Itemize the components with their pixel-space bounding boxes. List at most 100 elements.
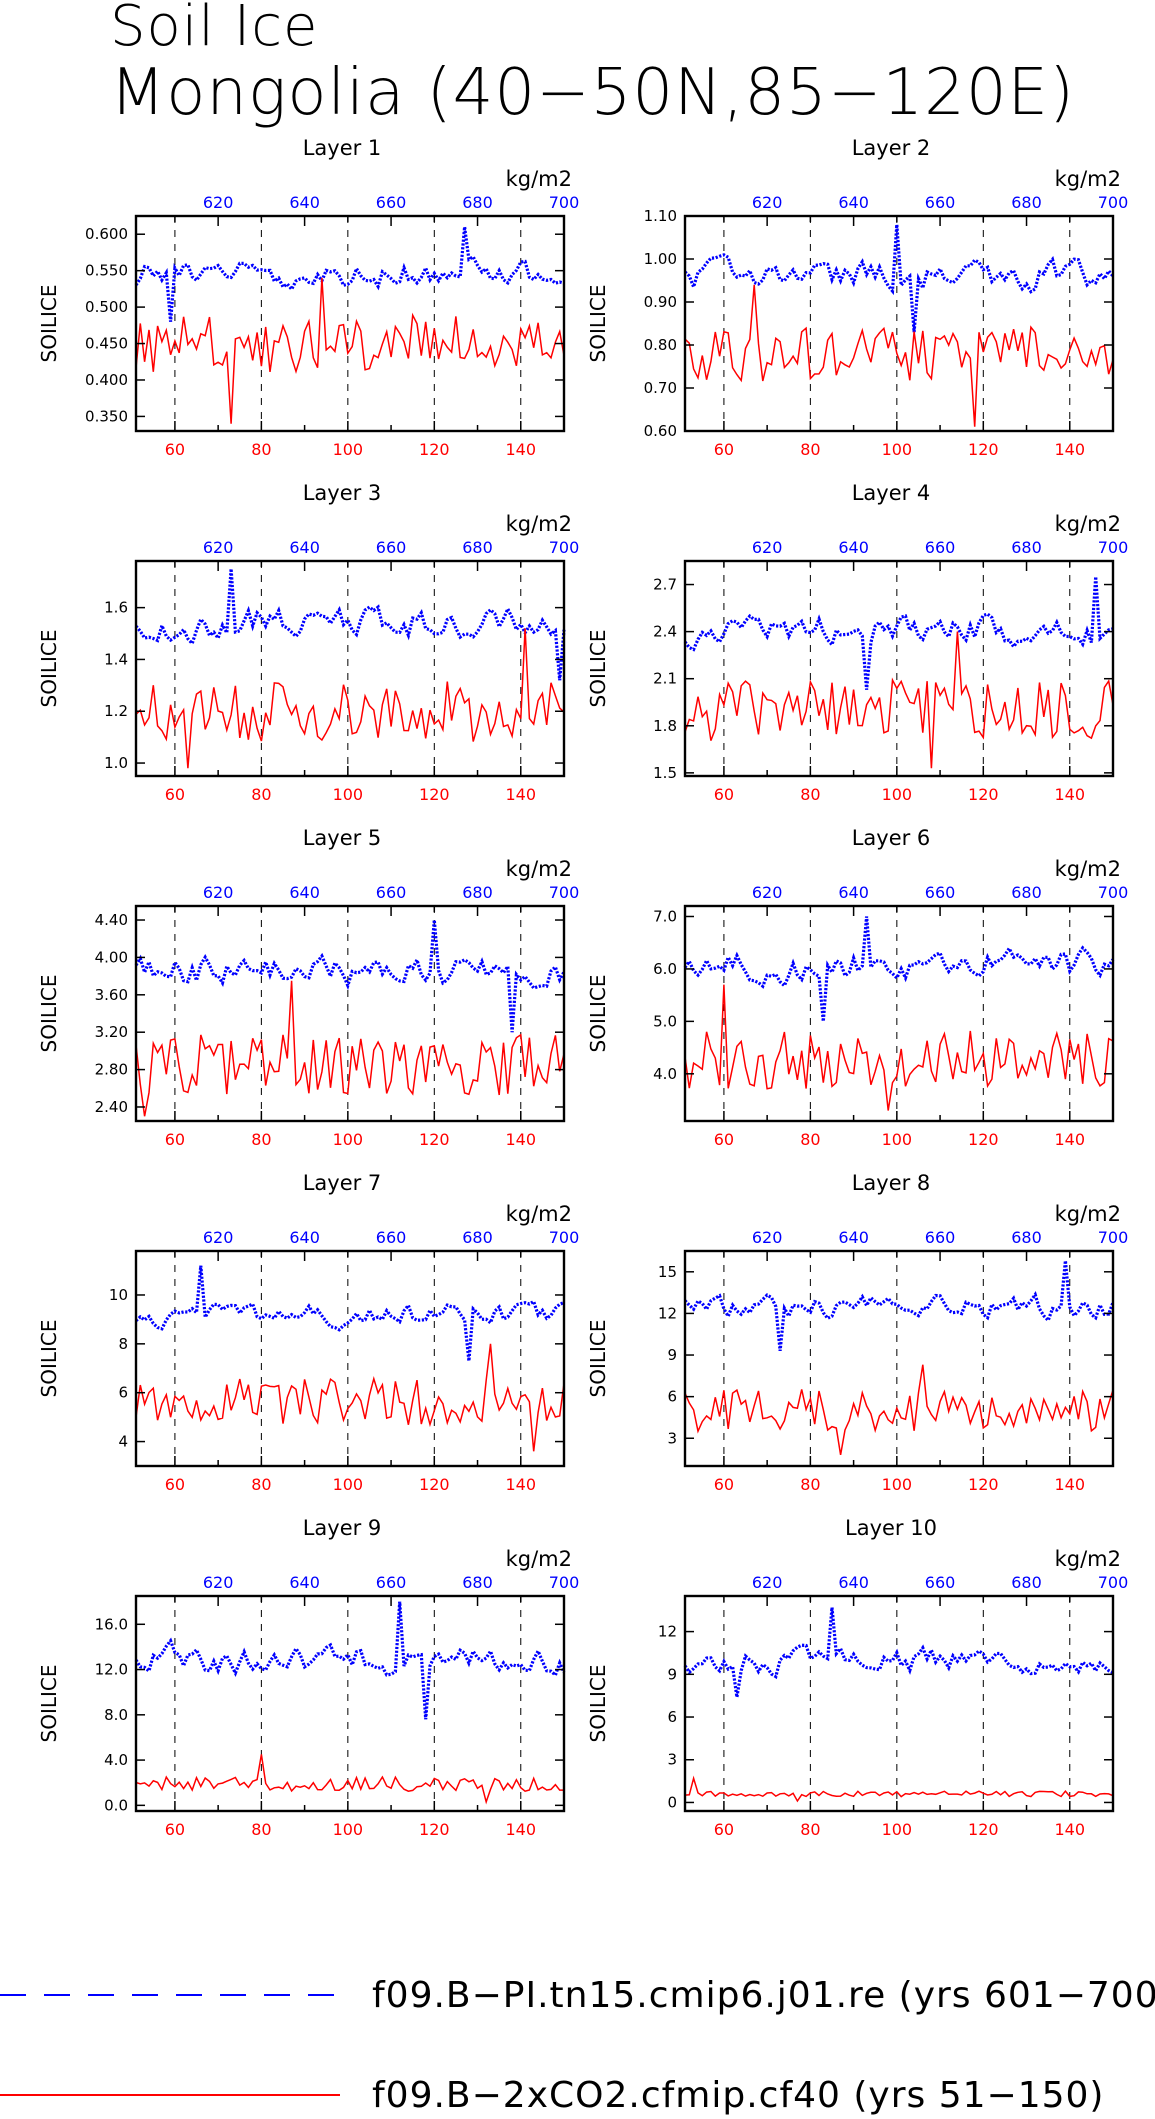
x-top-tick-label: 660 — [376, 883, 407, 902]
y-tick-label: 1.6 — [104, 599, 128, 617]
figure-title-line2: Mongolia (40−50N,85−120E) — [110, 56, 1075, 130]
x-bottom-tick-label: 140 — [505, 785, 536, 804]
x-top-tick-label: 680 — [462, 1228, 493, 1247]
legend-label-control: f09.B−PI.tn15.cmip6.j01.re (yrs 601−700) — [372, 1975, 1155, 2016]
x-top-tick-label: 620 — [203, 883, 234, 902]
x-top-tick-label: 700 — [1098, 1573, 1129, 1592]
x-top-tick-label: 700 — [1098, 538, 1129, 557]
legend-item-control: f09.B−PI.tn15.cmip6.j01.re (yrs 601−700) — [0, 1975, 1155, 2016]
x-top-tick-label: 680 — [1011, 883, 1042, 902]
y-axis-label: SOILICE — [37, 630, 61, 708]
panel-title: Layer 2 — [852, 136, 931, 160]
chart-panel-3: Layer 3 kg/m2 SOILICE 1.0 1.2 1.4 1.6 60 80 100 12… — [37, 481, 579, 804]
x-top-tick-label: 660 — [376, 1228, 407, 1247]
x-top-tick-label: 660 — [376, 1573, 407, 1592]
x-bottom-tick-label: 60 — [165, 785, 185, 804]
panel-title: Layer 3 — [303, 481, 382, 505]
series-line-control — [683, 916, 1115, 1022]
y-tick-label: 1.0 — [104, 754, 128, 772]
x-top-tick-label: 700 — [549, 538, 580, 557]
panel-title: Layer 5 — [303, 826, 382, 850]
plot-frame — [683, 904, 1115, 1123]
series-line-2xco2 — [135, 628, 565, 769]
x-bottom-tick-label: 140 — [505, 1130, 536, 1149]
y-tick-label: 3 — [667, 1429, 677, 1447]
x-top-tick-label: 620 — [203, 1228, 234, 1247]
x-top-tick-label: 700 — [549, 1573, 580, 1592]
x-top-tick-label: 660 — [925, 883, 956, 902]
y-tick-label: 2.80 — [95, 1061, 128, 1079]
y-axis-label: SOILICE — [586, 1320, 610, 1398]
x-bottom-tick-label: 120 — [419, 1130, 450, 1149]
y-tick-label: 6 — [667, 1388, 677, 1406]
chart-panel-8: Layer 8 kg/m2 SOILICE 3 6 9 12 15 60 80 100 120 140 6… — [586, 1171, 1128, 1494]
legend-swatch-solid — [0, 2094, 340, 2096]
x-bottom-tick-label: 80 — [251, 440, 271, 459]
units-label: kg/m2 — [1055, 1547, 1121, 1571]
y-tick-label: 3.20 — [95, 1023, 128, 1041]
x-bottom-tick-label: 80 — [251, 1130, 271, 1149]
x-bottom-tick-label: 60 — [714, 1820, 734, 1839]
series-line-control — [134, 1265, 565, 1362]
x-bottom-tick-label: 80 — [251, 1475, 271, 1494]
legend-item-2xco2: f09.B−2xCO2.cfmip.cf40 (yrs 51−150) — [0, 2075, 1155, 2116]
panel-title: Layer 10 — [845, 1516, 937, 1540]
x-top-tick-label: 660 — [376, 538, 407, 557]
y-tick-label: 16.0 — [95, 1615, 128, 1633]
x-bottom-tick-label: 80 — [251, 785, 271, 804]
chart-panel-6: Layer 6 kg/m2 SOILICE 4.0 5.0 6.0 7.0 60 80 100 12… — [586, 826, 1128, 1149]
y-tick-label: 1.2 — [104, 702, 128, 720]
chart-panel-2: Layer 2 kg/m2 SOILICE 0.60 0.70 0.80 0.90 1.00 1… — [586, 136, 1128, 459]
x-top-tick-label: 680 — [1011, 1573, 1042, 1592]
y-tick-label: 2.4 — [653, 623, 677, 641]
x-bottom-tick-label: 80 — [800, 785, 820, 804]
series-line-2xco2 — [135, 1343, 565, 1452]
y-tick-label: 0.90 — [644, 293, 677, 311]
y-tick-label: 6 — [667, 1708, 677, 1726]
y-tick-label: 0.450 — [85, 335, 128, 353]
units-label: kg/m2 — [1055, 1202, 1121, 1226]
y-tick-label: 0.550 — [85, 262, 128, 280]
y-axis-label: SOILICE — [37, 1665, 61, 1743]
legend-swatch-dashed — [0, 1994, 340, 1996]
x-top-tick-label: 700 — [549, 883, 580, 902]
y-axis-label: SOILICE — [586, 1665, 610, 1743]
x-bottom-tick-label: 60 — [165, 1130, 185, 1149]
y-tick-label: 0.70 — [644, 379, 677, 397]
x-top-tick-label: 640 — [838, 538, 869, 557]
series-line-control — [683, 224, 1115, 333]
x-top-tick-label: 640 — [289, 538, 320, 557]
series-line-control — [683, 1260, 1115, 1352]
x-top-tick-label: 660 — [925, 193, 956, 212]
panel-title: Layer 6 — [852, 826, 931, 850]
units-label: kg/m2 — [1055, 167, 1121, 191]
x-top-tick-label: 620 — [203, 538, 234, 557]
x-top-tick-label: 660 — [925, 1228, 956, 1247]
x-bottom-tick-label: 120 — [419, 1820, 450, 1839]
x-bottom-tick-label: 100 — [333, 785, 364, 804]
x-bottom-tick-label: 140 — [505, 1820, 536, 1839]
x-bottom-tick-label: 100 — [333, 440, 364, 459]
units-label: kg/m2 — [506, 512, 572, 536]
x-bottom-tick-label: 60 — [165, 1820, 185, 1839]
x-bottom-tick-label: 60 — [714, 785, 734, 804]
series-line-2xco2 — [684, 1775, 1114, 1803]
x-bottom-tick-label: 60 — [165, 440, 185, 459]
x-bottom-tick-label: 140 — [505, 440, 536, 459]
x-top-tick-label: 680 — [1011, 1228, 1042, 1247]
series-line-2xco2 — [684, 284, 1114, 427]
y-tick-label: 1.5 — [653, 764, 677, 782]
y-tick-label: 1.10 — [644, 207, 677, 225]
x-top-tick-label: 640 — [838, 193, 869, 212]
x-bottom-tick-label: 80 — [251, 1820, 271, 1839]
x-bottom-tick-label: 80 — [800, 440, 820, 459]
y-tick-label: 0.400 — [85, 371, 128, 389]
x-top-tick-label: 640 — [289, 193, 320, 212]
y-axis-label: SOILICE — [37, 1320, 61, 1398]
y-tick-label: 0.80 — [644, 336, 677, 354]
y-tick-label: 8 — [118, 1335, 128, 1353]
x-top-tick-label: 640 — [289, 1573, 320, 1592]
units-label: kg/m2 — [506, 167, 572, 191]
x-bottom-tick-label: 100 — [882, 440, 913, 459]
x-bottom-tick-label: 100 — [882, 1475, 913, 1494]
